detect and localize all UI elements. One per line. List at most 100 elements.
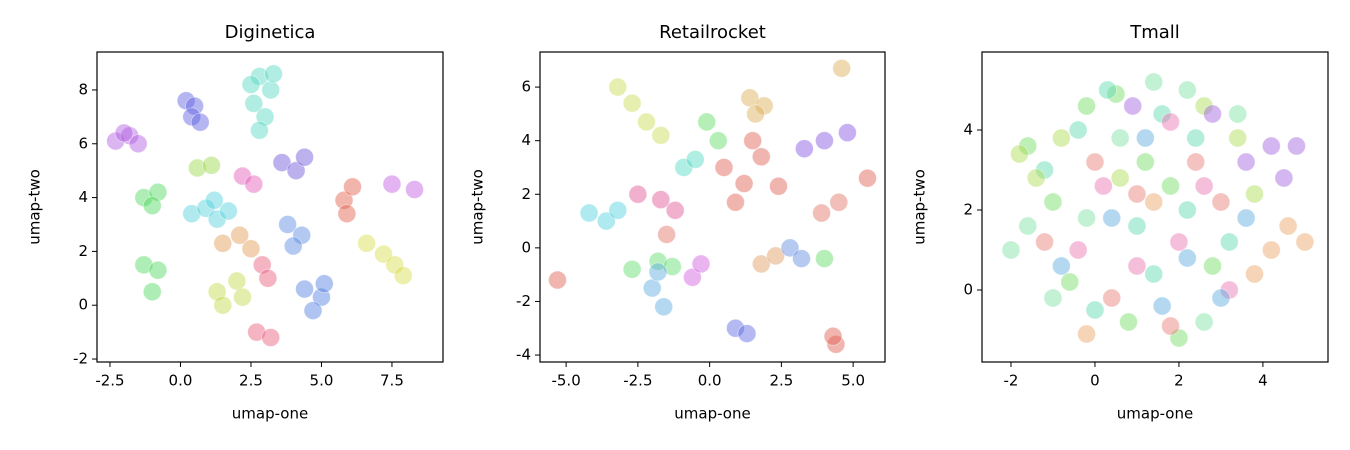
chart-title: Tmall xyxy=(1129,22,1180,43)
point xyxy=(134,255,154,275)
point xyxy=(1261,240,1281,260)
point xyxy=(622,259,642,279)
point xyxy=(230,225,250,245)
point xyxy=(286,161,306,181)
point xyxy=(1287,136,1306,156)
point xyxy=(737,324,757,343)
point xyxy=(106,131,126,151)
point xyxy=(241,239,261,259)
point xyxy=(726,318,745,338)
axes-frame xyxy=(96,51,444,363)
point xyxy=(1043,192,1063,212)
point xyxy=(207,209,227,229)
point xyxy=(1161,316,1180,336)
chart-title: Diginetica xyxy=(225,22,316,43)
point xyxy=(608,77,628,97)
y-axis-label: umap-two xyxy=(469,169,487,245)
point xyxy=(838,123,857,143)
point xyxy=(1152,104,1172,124)
subplot: -2 0 2 4 0 2 4 Tmall umap-one umap-two xyxy=(911,22,1329,423)
point xyxy=(1119,312,1138,332)
point xyxy=(264,64,283,84)
point xyxy=(829,192,849,212)
axes-frame xyxy=(539,51,886,363)
point xyxy=(1194,96,1214,116)
point xyxy=(1211,192,1231,212)
point xyxy=(1077,96,1096,116)
point xyxy=(337,204,357,224)
point xyxy=(685,150,705,169)
point xyxy=(1043,288,1063,308)
point xyxy=(187,158,207,178)
point xyxy=(769,176,788,196)
x-tick-label: 0.0 xyxy=(169,372,193,390)
point xyxy=(258,268,278,288)
point xyxy=(1228,128,1248,148)
point xyxy=(665,200,685,220)
point xyxy=(823,326,843,346)
point xyxy=(812,203,831,223)
x-tick-label: 0.0 xyxy=(698,372,722,390)
point xyxy=(1203,256,1222,276)
point xyxy=(250,120,269,140)
point xyxy=(357,233,376,253)
point xyxy=(1068,120,1088,140)
point xyxy=(746,104,765,124)
x-axis-label: umap-one xyxy=(232,405,308,423)
point xyxy=(815,131,834,151)
x-tick-label: 0 xyxy=(1090,372,1100,390)
y-axis-label: umap-two xyxy=(26,169,44,245)
axes-frame xyxy=(981,51,1329,363)
y-axis-label: umap-two xyxy=(911,169,929,245)
point xyxy=(1127,256,1147,276)
point xyxy=(751,254,771,274)
point xyxy=(1278,216,1298,236)
point xyxy=(548,270,567,290)
y-tick-label: -2 xyxy=(73,350,88,368)
y-tick-label: 4 xyxy=(78,188,88,206)
point xyxy=(1085,300,1105,320)
point xyxy=(766,246,786,266)
x-axis-label: umap-one xyxy=(674,405,750,423)
point xyxy=(1261,136,1281,156)
point xyxy=(622,93,642,113)
point xyxy=(1102,208,1122,228)
point xyxy=(1177,248,1197,268)
y-tick-label: -4 xyxy=(516,346,531,364)
point xyxy=(648,251,668,271)
point xyxy=(642,278,662,298)
point xyxy=(233,166,252,186)
point xyxy=(278,215,298,234)
y-tick-label: 8 xyxy=(78,80,88,98)
y-tick-label: 2 xyxy=(521,185,531,203)
point xyxy=(1127,216,1147,236)
point xyxy=(1245,264,1264,284)
point xyxy=(219,201,238,221)
subplot: -5.0 -2.5 0.0 2.5 5.0 -4 -2 0 2 4 6 Retailrocket uma… xyxy=(469,22,886,423)
point xyxy=(190,112,210,132)
point xyxy=(1085,152,1105,172)
point xyxy=(1035,232,1054,252)
point xyxy=(1051,128,1071,148)
x-tick-label: 4 xyxy=(1258,372,1268,390)
x-tick-label: -2.5 xyxy=(623,372,652,390)
point xyxy=(1144,264,1164,284)
point xyxy=(734,174,754,193)
point xyxy=(393,266,413,286)
point xyxy=(295,147,314,167)
x-tick-label: 2 xyxy=(1174,372,1184,390)
point xyxy=(250,67,269,86)
point xyxy=(815,249,834,268)
point xyxy=(1194,312,1214,332)
point xyxy=(792,249,811,268)
point xyxy=(1035,160,1054,180)
point xyxy=(261,80,281,100)
point xyxy=(213,233,233,253)
chart-title: Retailrocket xyxy=(659,22,766,43)
y-tick-label: 2 xyxy=(78,242,88,260)
point xyxy=(1219,232,1239,252)
point xyxy=(1098,80,1117,100)
point xyxy=(1093,176,1113,196)
point xyxy=(405,180,424,199)
point xyxy=(579,203,599,223)
